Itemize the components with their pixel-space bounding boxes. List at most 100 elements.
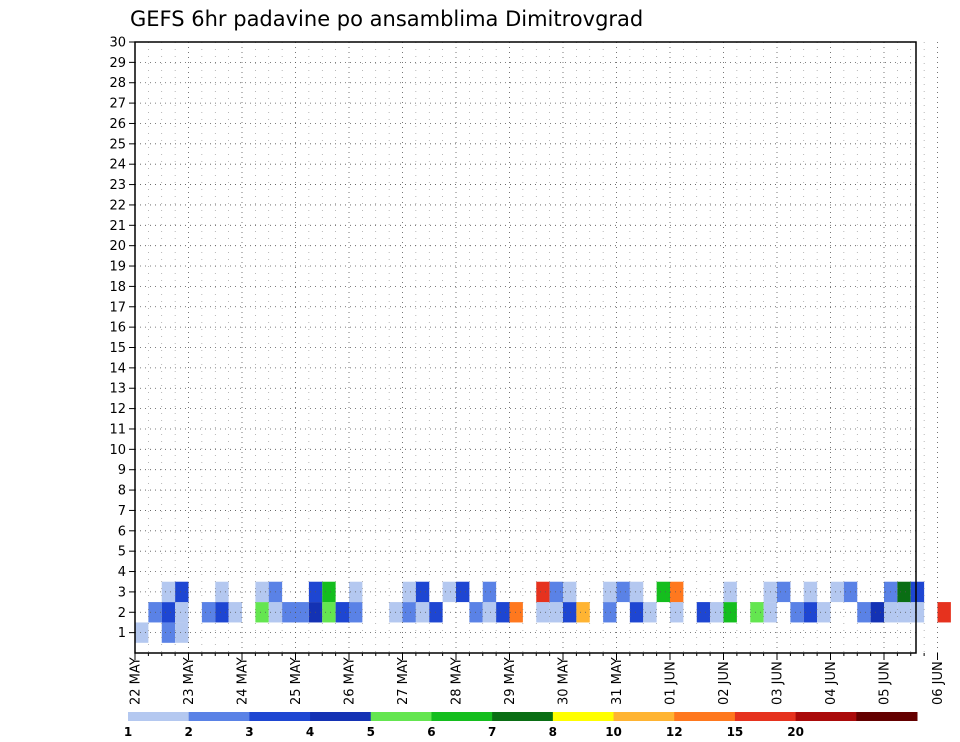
legend-swatch [249,712,311,721]
y-tick-label: 30 [109,36,126,51]
heatmap-cell [549,602,564,623]
y-tick-label: 16 [109,321,126,336]
y-tick-label: 6 [118,524,126,539]
legend-swatch [613,712,675,721]
y-tick-label: 26 [109,117,126,132]
x-tick-label: 28 MAY [450,657,465,705]
heatmap-cell [536,581,550,603]
heatmap-cell [656,581,671,603]
y-tick-label: 11 [109,422,126,437]
heatmap-cell [469,602,483,623]
x-tick-label: 27 MAY [396,657,411,705]
heatmap-cell [576,602,590,623]
heatmap-cell [643,602,657,623]
heatmap-cell [496,602,510,623]
heatmap-cell [255,581,269,603]
heatmap-cell [870,602,885,623]
heatmap-cell [629,581,644,603]
y-tick-label: 23 [109,178,126,193]
heatmap-cell [603,602,617,623]
legend-swatch [674,712,736,721]
legend-label: 8 [549,725,557,739]
legend-label: 6 [427,725,435,739]
y-tick-label: 24 [109,158,126,173]
legend-label: 7 [488,725,496,739]
y-tick-label: 9 [118,463,126,478]
y-tick-label: 21 [109,219,126,234]
x-tick-label: 23 MAY [182,657,197,705]
y-tick-label: 27 [109,97,126,112]
heatmap-cell [817,602,831,623]
heatmap-cell [482,602,497,623]
x-tick-label: 22 MAY [129,657,144,705]
x-tick-label: 02 JUN [717,661,732,705]
x-tick-label: 29 MAY [503,657,518,705]
y-tick-label: 17 [109,300,126,315]
heatmap-cell [777,581,791,603]
heatmap-cell [563,581,577,603]
legend-swatch [188,712,250,721]
heatmap-cell [603,581,617,603]
color-legend: 1 2 3 4 5 6 7 8 10 12 15 20 [124,712,918,739]
heatmap-cell [335,602,350,623]
heatmap-cell [402,602,416,623]
y-tick-label: 19 [109,260,126,275]
heatmap-cell [161,581,176,603]
heatmap-cell [830,581,844,603]
legend-label: 15 [727,725,744,739]
y-tick-label: 12 [109,402,126,417]
legend-label: 5 [367,725,375,739]
x-tick-label: 24 MAY [236,657,251,705]
y-tick-label: 15 [109,341,126,356]
heatmap-cell [670,581,684,603]
y-tick-label: 20 [109,239,126,254]
chart-title: GEFS 6hr padavine po ansamblima Dimitrov… [130,7,643,31]
heatmap-cell [175,622,189,643]
heatmap-cell [456,581,470,603]
legend-label: 10 [605,725,622,739]
heatmap-cell [415,602,430,623]
heatmap-cell [175,602,189,623]
x-tick-label: 31 MAY [610,657,625,705]
x-tick-label: 06 JUN [931,661,946,705]
y-tick-label: 29 [109,56,126,71]
y-tick-label: 4 [118,565,126,580]
heatmap-cell [161,602,176,623]
legend-swatch [552,712,615,721]
legend-swatch [492,712,554,721]
x-tick-label: 03 JUN [771,661,786,705]
heatmap-cell [549,581,564,603]
x-axis: 22 MAY 23 MAY 24 MAY 25 MAY 26 MAY 27 MAY 28 M… [129,653,946,705]
heatmap-cell [910,581,925,603]
y-axis: 1234567891011121314151617181920212223242… [109,36,135,641]
legend-swatch [128,712,190,721]
heatmap-cell [255,602,269,623]
heatmap-cell [509,602,523,623]
heatmap-cell [175,581,189,603]
legend-swatch [795,712,857,721]
y-tick-label: 8 [118,484,126,499]
x-tick-label: 05 JUN [878,661,893,705]
heatmap-cell [322,602,336,623]
x-tick-label: 04 JUN [824,661,839,705]
heatmap-cell [670,602,684,623]
heatmap-cell [482,581,497,603]
heatmap-cell [696,602,711,623]
heatmap-cell [402,581,416,603]
y-tick-label: 3 [118,585,126,600]
cells-layer [135,581,951,643]
y-tick-label: 13 [109,382,126,397]
heatmap-cell [215,602,229,623]
legend-label: 4 [306,725,314,739]
heatmap-cell [282,602,296,623]
heatmap-cell [710,602,724,623]
y-tick-label: 14 [109,361,126,376]
y-tick-label: 25 [109,137,126,152]
legend-swatch [734,712,797,721]
heatmap-cell [201,602,216,623]
y-tick-label: 2 [118,606,126,621]
legend-swatch [431,712,493,721]
legend-swatch [370,712,432,721]
heatmap-cell [295,602,309,623]
